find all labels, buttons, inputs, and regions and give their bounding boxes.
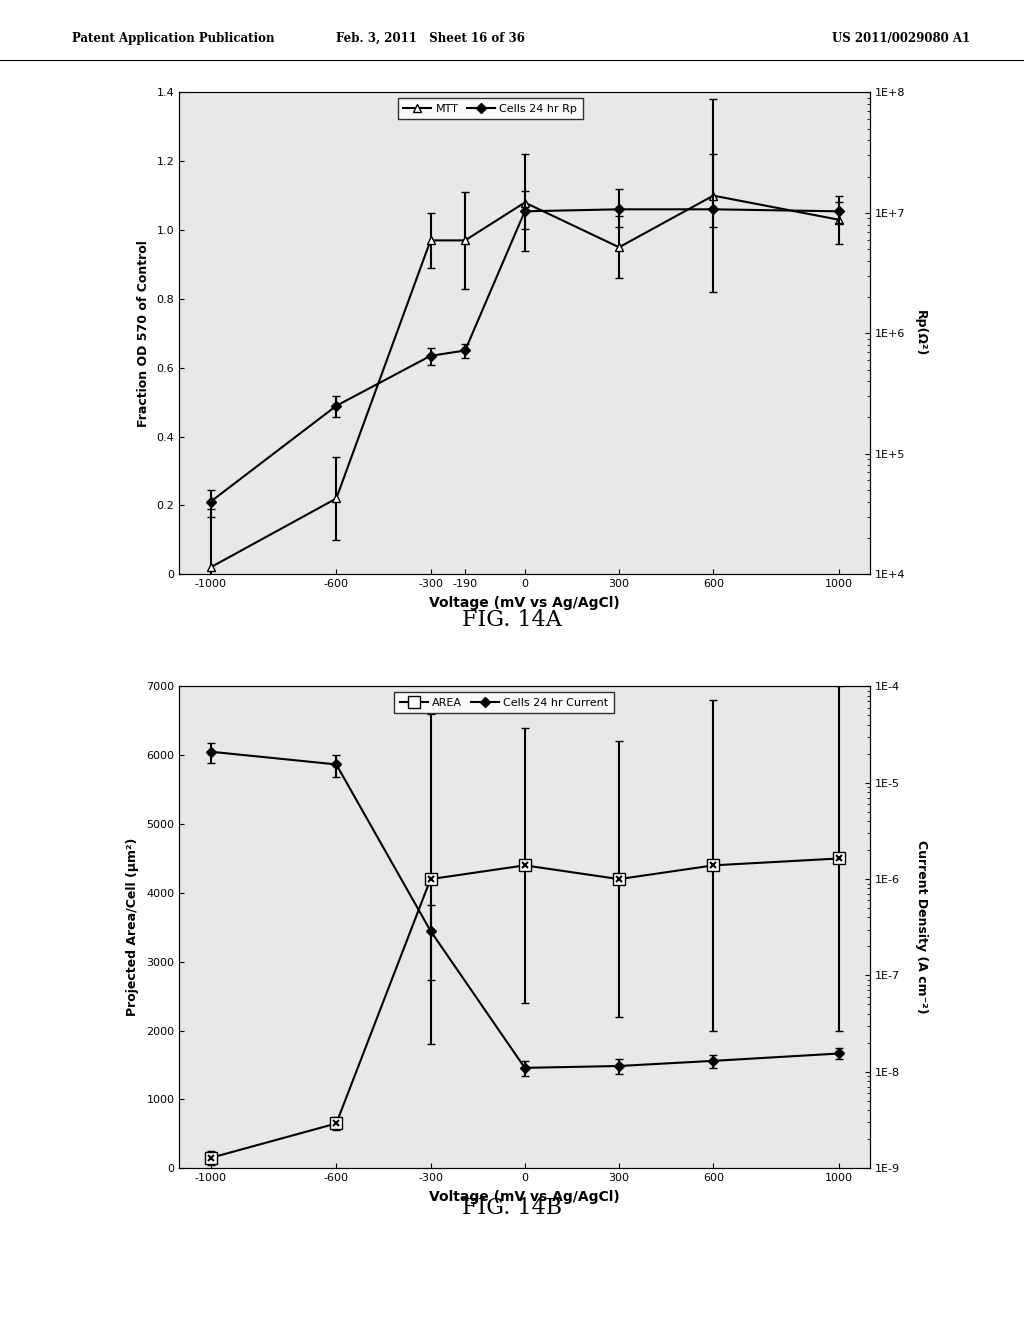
Y-axis label: Current Density (A cm⁻²): Current Density (A cm⁻²)	[915, 841, 928, 1014]
Y-axis label: Rp(Ω²): Rp(Ω²)	[913, 310, 927, 356]
Legend: AREA, Cells 24 hr Current: AREA, Cells 24 hr Current	[394, 692, 613, 713]
X-axis label: Voltage (mV vs Ag/AgCl): Voltage (mV vs Ag/AgCl)	[429, 597, 621, 610]
Text: Patent Application Publication: Patent Application Publication	[72, 32, 274, 45]
Y-axis label: Projected Area/Cell (μm²): Projected Area/Cell (μm²)	[126, 838, 139, 1016]
Text: US 2011/0029080 A1: US 2011/0029080 A1	[833, 32, 970, 45]
Text: FIG. 14B: FIG. 14B	[462, 1197, 562, 1218]
Legend: MTT, Cells 24 hr Rp: MTT, Cells 24 hr Rp	[397, 98, 583, 119]
X-axis label: Voltage (mV vs Ag/AgCl): Voltage (mV vs Ag/AgCl)	[429, 1191, 621, 1204]
Y-axis label: Fraction OD 570 of Control: Fraction OD 570 of Control	[136, 240, 150, 426]
Text: Feb. 3, 2011   Sheet 16 of 36: Feb. 3, 2011 Sheet 16 of 36	[336, 32, 524, 45]
Text: FIG. 14A: FIG. 14A	[462, 610, 562, 631]
